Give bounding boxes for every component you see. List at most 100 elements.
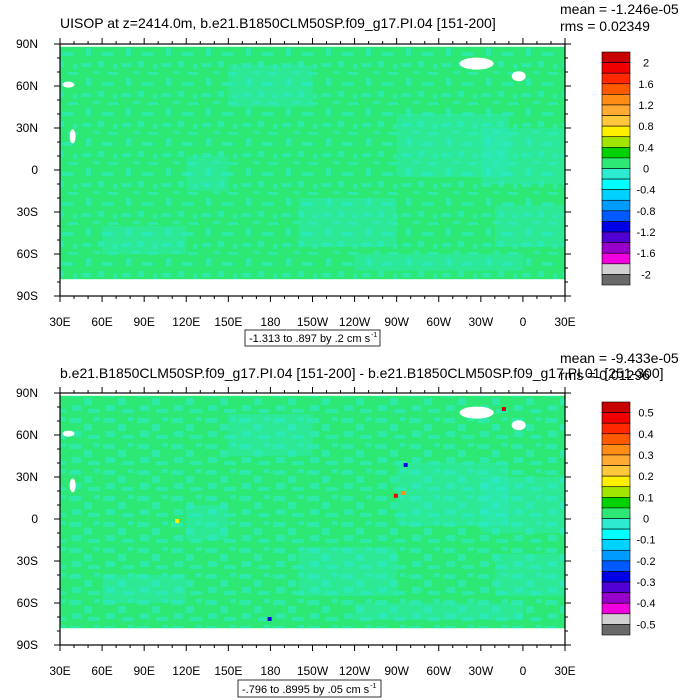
x-tick-label: 180 bbox=[260, 664, 280, 678]
x-tick-label: 30W bbox=[468, 315, 493, 329]
chart-panel-top: 30E 60E 90E 120E 150E 180 150W 120W 90W 60W 30W 0 30… bbox=[16, 1, 679, 347]
colorbar-swatch bbox=[601, 231, 631, 243]
colorbar-label: -2 bbox=[641, 269, 651, 281]
x-tick-label: 150W bbox=[297, 664, 329, 678]
colorbar-label: 2 bbox=[643, 58, 649, 70]
colorbar-swatch bbox=[601, 178, 631, 190]
ocean-patch bbox=[396, 114, 509, 177]
land-mask bbox=[459, 406, 494, 419]
colorbar-label: 0 bbox=[643, 164, 649, 176]
colorbar-swatch bbox=[601, 422, 631, 435]
range-box bbox=[244, 329, 381, 347]
ocean-variability bbox=[60, 46, 565, 280]
ocean-patch bbox=[186, 156, 229, 191]
colorbar-label: -0.4 bbox=[637, 185, 656, 197]
range-label: -.796 to .8995 by .05 cm s bbox=[242, 684, 370, 696]
colorbar-swatch bbox=[601, 571, 631, 583]
land-mask bbox=[69, 129, 76, 144]
colorbar-swatch bbox=[601, 528, 631, 540]
x-tick-label: 90E bbox=[133, 664, 154, 678]
ocean-patch bbox=[102, 575, 187, 603]
range-superscript: -1 bbox=[371, 332, 377, 339]
anomaly-mark bbox=[175, 519, 180, 523]
colorbar-swatch bbox=[601, 465, 631, 477]
ocean-patch bbox=[228, 414, 313, 456]
colorbar-swatch bbox=[601, 263, 631, 275]
colorbar-swatch bbox=[601, 94, 631, 106]
colorbar-swatch bbox=[601, 486, 631, 498]
land-mask bbox=[62, 81, 75, 88]
x-tick-label: 90E bbox=[133, 315, 154, 329]
y-tick-label: 90S bbox=[17, 638, 38, 652]
colorbar-swatch bbox=[601, 210, 631, 222]
y-tick-label: 60N bbox=[16, 428, 38, 442]
x-tick-label: 0 bbox=[520, 664, 527, 678]
colorbar-swatch bbox=[601, 602, 631, 615]
colorbar-label: -0.5 bbox=[637, 619, 656, 631]
colorbar-swatch bbox=[601, 412, 631, 424]
colorbar-swatch bbox=[601, 401, 631, 413]
colorbar-label: -0.4 bbox=[637, 598, 656, 610]
colorbar-swatch bbox=[601, 157, 631, 169]
y-tick-label: 0 bbox=[31, 163, 38, 177]
colorbar-swatch bbox=[601, 199, 631, 212]
colorbar-swatch bbox=[601, 454, 631, 466]
land-mask bbox=[69, 478, 76, 493]
chart-panel-bottom: 30E 60E 90E 120E 150E 180 150W 120W 90W 60W 30W 0 30… bbox=[16, 350, 679, 698]
x-tick-label: 150E bbox=[214, 664, 242, 678]
y-tick-label: 0 bbox=[31, 512, 38, 526]
x-tick-label: 60W bbox=[426, 315, 451, 329]
colorbar-swatch bbox=[601, 581, 631, 593]
ocean-patch bbox=[494, 205, 565, 247]
colorbar-swatch bbox=[601, 221, 631, 233]
x-tick-label: 120W bbox=[339, 664, 371, 678]
colorbar-label: 0.4 bbox=[638, 429, 653, 441]
land-mask bbox=[62, 430, 75, 437]
colorbar-label: 0.3 bbox=[638, 450, 653, 462]
colorbar-swatch bbox=[601, 507, 631, 519]
colorbar-label: -1.2 bbox=[637, 227, 656, 239]
x-tick-label: 30E bbox=[554, 664, 575, 678]
land-mask bbox=[511, 420, 526, 431]
range-box bbox=[237, 679, 382, 698]
colorbar-label: 0.8 bbox=[638, 121, 653, 133]
ocean-patch bbox=[354, 254, 523, 271]
ocean-patch bbox=[480, 128, 565, 184]
ocean-patch bbox=[228, 65, 313, 107]
anomaly-mark bbox=[501, 407, 506, 411]
x-tick-label: 30E bbox=[49, 315, 70, 329]
colorbar-label: 1.6 bbox=[638, 79, 653, 91]
anomaly-mark bbox=[400, 491, 405, 495]
colorbar-swatch bbox=[601, 433, 631, 445]
colorbar-swatch bbox=[601, 104, 631, 116]
colorbar-label: 1.2 bbox=[638, 100, 653, 112]
range-label: -1.313 to .897 by .2 cm s bbox=[249, 333, 371, 345]
colorbar-swatch bbox=[601, 147, 631, 159]
x-tick-label: 30E bbox=[49, 664, 70, 678]
anomaly-mark bbox=[403, 463, 408, 467]
y-tick-label: 90S bbox=[17, 289, 38, 303]
x-tick-label: 180 bbox=[260, 315, 280, 329]
land-mask bbox=[459, 57, 494, 70]
colorbar-swatch bbox=[601, 549, 631, 562]
colorbar-swatch bbox=[601, 72, 631, 85]
colorbar-swatch bbox=[601, 592, 631, 604]
colorbar-swatch bbox=[601, 125, 631, 138]
x-tick-label: 30W bbox=[468, 664, 493, 678]
x-tick-label: 0 bbox=[520, 315, 527, 329]
y-tick-label: 60S bbox=[17, 247, 38, 261]
colorbar-swatch bbox=[601, 560, 631, 572]
ocean-patch bbox=[298, 198, 397, 247]
colorbar-swatch bbox=[601, 539, 631, 551]
colorbar-swatch bbox=[601, 51, 631, 63]
ocean-patch bbox=[396, 463, 509, 526]
colorbar-label: -0.2 bbox=[637, 556, 656, 568]
y-tick-label: 30S bbox=[17, 554, 38, 568]
colorbar-label: -1.6 bbox=[637, 248, 656, 260]
x-tick-label: 90W bbox=[384, 664, 409, 678]
colorbar-swatch bbox=[601, 274, 631, 286]
colorbar-swatch bbox=[601, 189, 631, 201]
colorbar-swatch bbox=[601, 613, 631, 625]
x-tick-label: 90W bbox=[384, 315, 409, 329]
